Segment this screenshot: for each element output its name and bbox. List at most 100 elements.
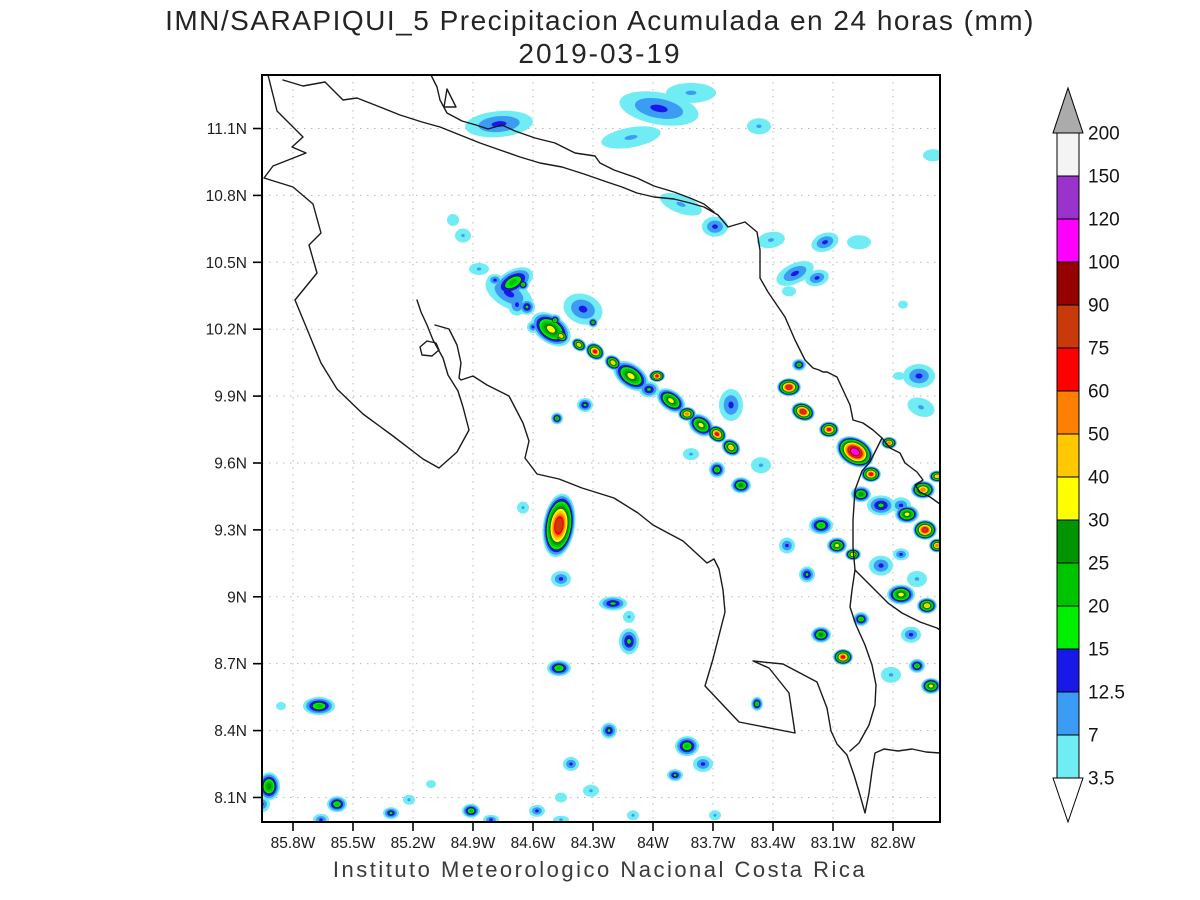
precip-cell (818, 523, 824, 528)
precip-cell (627, 615, 631, 619)
precip-cell (897, 592, 905, 598)
precip-cell (489, 818, 493, 822)
precip-cell (650, 104, 668, 113)
precip-cell (922, 527, 928, 533)
lon-tick-label: 84W (637, 835, 669, 852)
precip-cell (426, 780, 436, 789)
border-panama-ne-branch (854, 569, 940, 631)
axis-ticks (253, 127, 894, 831)
precip-cell (767, 238, 775, 242)
precip-cell (555, 792, 567, 803)
precip-cell (559, 818, 563, 822)
precip-cell (908, 632, 914, 637)
colorbar-over-arrow (1052, 86, 1084, 134)
coastline-south-pacific (434, 324, 940, 814)
costa-rica-coastline (263, 75, 940, 814)
precip-cell (469, 809, 473, 813)
precip-cell (898, 503, 904, 508)
precip-cell (646, 387, 652, 392)
precip-cell (447, 213, 459, 226)
precip-cell (559, 334, 563, 338)
precip-cell (928, 683, 934, 689)
precip-cell (569, 762, 573, 766)
lat-tick-label: 8.7N (214, 656, 247, 673)
precip-cell (847, 235, 871, 250)
lon-tick-label: 84.9W (451, 835, 496, 852)
precip-cell (685, 90, 697, 96)
precip-cell (818, 632, 824, 637)
lat-tick-label: 9N (227, 589, 247, 606)
chart-title-block: IMN/SARAPIQUI_5 Precipitacion Acumulada … (0, 4, 1200, 70)
colorbar-tick-label: 15 (1088, 640, 1109, 661)
precip-cell (712, 224, 718, 229)
precip-cell (493, 278, 497, 282)
precip-cell (923, 149, 940, 162)
precip-cell (591, 321, 595, 325)
precip-cell (407, 798, 411, 802)
lon-tick-label: 84.3W (571, 835, 616, 852)
precip-cell (858, 492, 864, 496)
precip-cell (814, 276, 820, 280)
lon-tick-label: 85.5W (331, 835, 376, 852)
lon-tick-label: 82.8W (871, 835, 916, 852)
precip-cell (521, 283, 525, 287)
precip-cell (834, 543, 840, 548)
colorbar-labels: 200 150 120 100 90 75 60 50 40 30 25 20 15 12.5 7 3.5 (1088, 124, 1125, 790)
lat-tick-label: 9.6N (214, 455, 247, 472)
colorbar-tick-label: 75 (1088, 339, 1109, 360)
colorbar-tick-label: 120 (1088, 210, 1120, 231)
precip-cell (790, 270, 800, 277)
chart-date: 2019-03-19 (518, 38, 682, 69)
precip-cell (715, 467, 719, 472)
lon-tick-label: 85.2W (391, 835, 436, 852)
coastline-pacific (263, 75, 470, 469)
precip-cell (631, 813, 635, 817)
precip-cell (524, 304, 530, 309)
precip-cell (756, 124, 762, 129)
colorbar-segment (1056, 605, 1080, 650)
precip-cell (515, 302, 519, 308)
precip-cell (728, 445, 734, 450)
precip-cell (898, 300, 908, 309)
lon-tick-label: 84.6W (511, 835, 556, 852)
precip-cell (609, 601, 617, 606)
precip-cell (920, 487, 926, 492)
precip-cell (334, 802, 340, 806)
precip-cell (535, 809, 539, 813)
colorbar-segment (1056, 304, 1080, 349)
precip-cell (626, 372, 636, 380)
lat-tick-label: 10.5N (206, 255, 247, 272)
precip-cell (461, 234, 465, 238)
precip-cell (606, 728, 612, 733)
colorbar-segment (1056, 390, 1080, 435)
precip-cell (868, 472, 874, 476)
precip-cell (822, 240, 828, 245)
colorbar-tick-label: 90 (1088, 296, 1109, 317)
precip-cell (840, 655, 846, 659)
precip-cell (578, 305, 588, 313)
colorbar-segment (1056, 734, 1080, 779)
precip-cell (786, 385, 792, 390)
precip-cell (738, 483, 744, 488)
precip-cell (319, 818, 323, 822)
colorbar-segment (1056, 562, 1080, 607)
precipitation-field (262, 82, 940, 822)
lon-tick-label: 83.1W (811, 835, 856, 852)
colorbar-segment (1056, 433, 1080, 478)
colorbar-segment (1056, 519, 1080, 564)
precip-cell (859, 617, 863, 621)
colorbar-tick-label: 150 (1088, 167, 1120, 188)
precip-cell (555, 416, 559, 420)
precip-cell (556, 666, 562, 670)
precip-cell (899, 552, 903, 556)
precip-cell (626, 638, 632, 645)
lat-tick-label: 11.1N (207, 121, 247, 138)
coastline-caribbean (282, 79, 940, 505)
grid-lines (262, 75, 940, 822)
lat-tick-label: 8.4N (214, 723, 247, 740)
coastline-lake-nicaragua (430, 75, 715, 213)
precip-cell (924, 603, 930, 608)
map-panel: 11.1N 10.8N 10.5N 10.2N 9.9N 9.6N 9.3N 9N 8.7N 8.… (206, 74, 941, 852)
precip-cell (697, 422, 705, 428)
